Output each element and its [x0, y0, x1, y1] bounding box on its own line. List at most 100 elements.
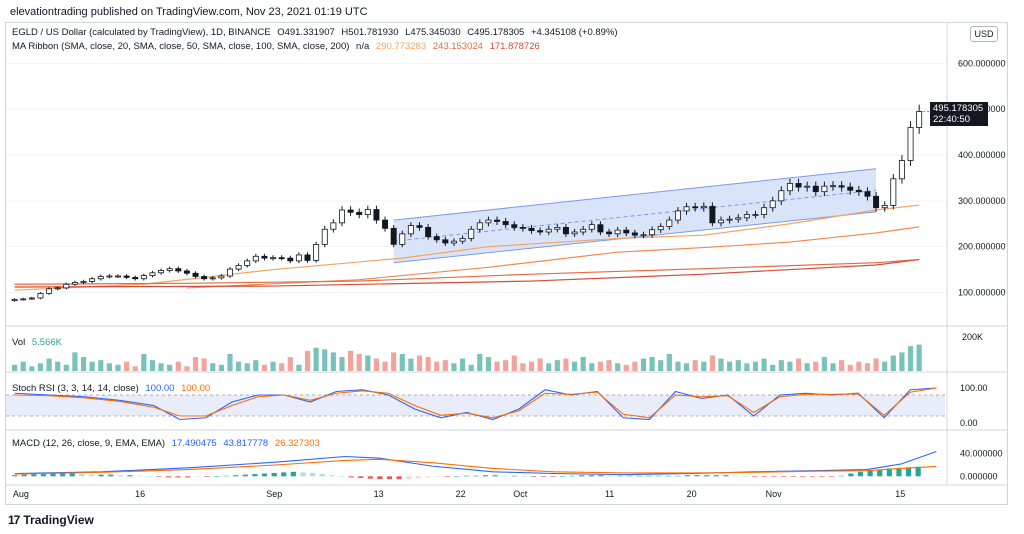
volume-bar — [37, 363, 44, 371]
candle-body — [494, 219, 501, 222]
macd-hist-bar — [694, 475, 700, 477]
volume-bar — [408, 358, 414, 371]
candle-body — [631, 232, 638, 236]
candle-body — [511, 224, 518, 228]
candle-body — [459, 238, 466, 242]
volume-bar — [873, 358, 879, 371]
macd-hist-bar — [627, 475, 633, 477]
macd-hist-bar — [781, 476, 787, 477]
candle-body — [28, 297, 35, 300]
rsi-k-value: 100.00 — [145, 383, 175, 394]
candle-body — [71, 282, 78, 285]
macd-hist-bar — [867, 470, 873, 477]
volume-bar — [184, 366, 190, 371]
volume-bar — [132, 366, 138, 371]
macd-hist-bar — [79, 474, 85, 477]
ma-line — [14, 258, 920, 288]
volume-bar — [106, 363, 112, 371]
macd-hist-bar — [809, 476, 816, 477]
rsi-legend: Stoch RSI (3, 3, 14, 14, close) 100.00 1… — [12, 383, 214, 394]
candle-body — [252, 255, 259, 262]
macd-hist-bar — [877, 469, 883, 477]
candle-body — [855, 189, 862, 193]
volume-bar — [770, 364, 776, 371]
candle-body — [399, 233, 406, 245]
candle-body — [373, 209, 380, 221]
symbol-label[interactable]: EGLD / US Dollar (calculated by TradingV… — [12, 27, 271, 38]
chart-frame — [5, 22, 1008, 505]
volume-bar — [468, 364, 474, 371]
macd-hist-bar — [290, 471, 296, 477]
candle-body — [554, 227, 561, 230]
candle-body — [192, 272, 199, 277]
macd-label[interactable]: MACD (12, 26, close, 9, EMA, EMA) — [12, 438, 166, 449]
volume-bar — [175, 361, 181, 371]
volume-bar — [907, 346, 914, 371]
macd-tick-label: 40.000000 — [960, 449, 1003, 459]
vol-label[interactable]: Vol — [12, 337, 26, 348]
macd-hist-bar — [511, 475, 518, 477]
candle-body — [778, 190, 785, 202]
candle-body — [63, 283, 70, 289]
macd-hist-bar — [300, 472, 306, 477]
macd-hist-bar — [281, 472, 287, 477]
volume-bar — [270, 361, 276, 371]
macd-hist-bar — [704, 475, 710, 477]
volume-bar — [29, 366, 35, 371]
rsi-tick-label: 100.00 — [960, 383, 988, 393]
candle-body — [847, 186, 854, 191]
volume-bar — [485, 357, 492, 371]
candle-body — [700, 205, 707, 209]
volume-bar — [856, 361, 862, 371]
macd-hist-bar — [732, 475, 739, 477]
macd-hist-bar — [761, 476, 767, 477]
candle-body — [528, 227, 535, 232]
volume-bar — [795, 358, 802, 371]
macd-hist-bar — [69, 473, 75, 477]
x-tick-label: 20 — [687, 489, 697, 499]
macd-hist-bar — [444, 476, 450, 477]
candle-body — [175, 268, 182, 272]
candle-body — [11, 298, 18, 301]
macd-hist-bar — [127, 475, 133, 477]
candle-body — [838, 185, 845, 188]
x-tick-label: 16 — [135, 489, 145, 499]
candle-body — [606, 231, 613, 235]
x-tick-label: Oct — [513, 489, 528, 499]
volume-bar — [356, 353, 362, 371]
candle-body — [89, 278, 96, 282]
macd-hist-bar — [463, 475, 469, 477]
macd-hist-bar — [819, 476, 825, 477]
volume-bar — [830, 363, 836, 371]
macd-hist-bar — [675, 475, 681, 477]
volume-bar — [640, 358, 647, 371]
low-value: L475.345030 — [405, 27, 461, 38]
y-tick-label: 600.000000 — [958, 58, 1006, 68]
candle-body — [115, 275, 121, 278]
candle-body — [287, 257, 294, 262]
macd-hist-bar — [684, 475, 691, 477]
channel-fill — [393, 168, 877, 263]
candle-body — [735, 217, 742, 220]
rsi-d-line — [14, 387, 937, 419]
macd-hist-bar — [492, 475, 498, 477]
volume-bar — [20, 361, 26, 371]
tradingview-brand[interactable]: 17 TradingView — [8, 513, 94, 527]
ribbon-label[interactable]: MA Ribbon (SMA, close, 20, SMA, close, 5… — [12, 41, 350, 52]
macd-hist-bar — [165, 476, 171, 478]
candle-body — [614, 229, 621, 235]
rsi-label[interactable]: Stoch RSI (3, 3, 14, 14, close) — [12, 383, 139, 394]
volume-bar — [98, 360, 104, 371]
macd-hist-bar — [194, 476, 200, 477]
macd-hist-bar — [185, 476, 191, 478]
macd-hist-bar — [319, 474, 325, 477]
macd-hist-bar — [377, 476, 383, 480]
macd-hist-bar — [550, 476, 556, 477]
candle-body — [786, 183, 793, 192]
currency-button[interactable]: USD — [970, 26, 998, 42]
high-value: H501.781930 — [341, 27, 399, 38]
ma-line — [186, 226, 920, 289]
candle-body — [640, 234, 647, 237]
volume-bar — [434, 361, 440, 371]
